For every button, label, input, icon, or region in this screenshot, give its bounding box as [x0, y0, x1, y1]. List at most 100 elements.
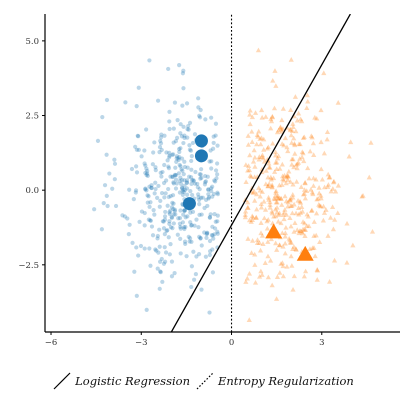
data-point — [131, 197, 136, 202]
x-tick-label: −3 — [135, 338, 148, 348]
logistic-regression-line — [170, 14, 351, 332]
data-point — [288, 57, 294, 62]
data-point — [196, 195, 201, 200]
data-point — [307, 246, 313, 251]
data-point — [206, 187, 211, 192]
data-point — [276, 182, 282, 188]
data-point — [252, 110, 259, 115]
data-point — [187, 174, 192, 179]
data-point — [316, 185, 322, 190]
data-point — [189, 284, 194, 290]
data-point — [142, 246, 147, 251]
legend-label-logistic-regression: Logistic Regression — [75, 374, 190, 388]
data-point — [280, 273, 286, 279]
data-point — [155, 233, 160, 239]
data-point — [283, 224, 289, 230]
data-point — [252, 262, 258, 267]
data-point — [263, 168, 269, 173]
data-point — [182, 178, 187, 183]
data-point — [168, 242, 173, 247]
data-point — [335, 210, 341, 216]
data-point — [267, 204, 273, 210]
data-point — [179, 178, 184, 183]
data-point — [300, 191, 307, 197]
data-point — [213, 121, 219, 126]
data-point — [166, 235, 171, 240]
data-point — [171, 140, 176, 145]
highlighted-points — [182, 134, 314, 261]
data-point — [212, 178, 217, 183]
data-point — [182, 226, 187, 232]
data-point — [171, 201, 176, 206]
data-point — [125, 216, 130, 221]
data-point — [251, 147, 257, 153]
data-point — [273, 190, 279, 195]
data-point — [142, 223, 147, 228]
data-point — [158, 141, 164, 146]
data-point — [260, 241, 266, 246]
data-point — [156, 183, 161, 189]
data-point — [249, 217, 255, 223]
x-tick-label: 0 — [229, 338, 234, 348]
data-point — [284, 173, 291, 179]
data-point — [122, 214, 127, 219]
legend-item-logistic-regression: Logistic Regression — [53, 372, 190, 390]
data-point — [143, 163, 148, 168]
data-point — [184, 192, 190, 197]
data-point — [274, 129, 281, 135]
data-point — [134, 293, 139, 298]
data-point — [314, 267, 321, 273]
data-point — [157, 204, 162, 209]
data-point — [189, 158, 194, 164]
data-point — [200, 195, 205, 200]
data-point — [309, 245, 316, 251]
data-point — [173, 165, 178, 170]
data-point — [149, 224, 155, 229]
data-point — [297, 200, 304, 205]
data-point — [196, 96, 201, 101]
data-point — [100, 115, 105, 120]
data-point — [198, 107, 203, 113]
data-point — [205, 174, 210, 179]
data-point — [110, 186, 115, 191]
data-point — [147, 184, 152, 189]
data-point — [151, 150, 156, 155]
data-point — [285, 148, 291, 154]
data-point — [271, 213, 277, 219]
data-point — [142, 210, 147, 216]
data-point — [274, 204, 280, 210]
data-point — [284, 172, 290, 178]
data-point — [271, 340, 276, 345]
data-point — [185, 127, 190, 132]
data-point — [266, 164, 272, 170]
data-point — [254, 237, 261, 242]
data-point — [170, 226, 175, 231]
data-point — [178, 164, 183, 169]
data-point — [289, 161, 295, 167]
data-point — [148, 200, 153, 205]
data-point — [161, 219, 166, 224]
data-point — [209, 115, 214, 120]
data-point — [158, 198, 163, 203]
data-point — [287, 237, 293, 243]
data-point — [288, 253, 294, 259]
data-point — [293, 128, 299, 134]
data-point — [182, 183, 187, 188]
data-point — [265, 183, 271, 189]
data-point — [294, 165, 300, 171]
data-point — [250, 158, 257, 164]
data-point — [281, 142, 287, 148]
data-point — [275, 193, 281, 198]
data-point — [210, 224, 215, 229]
data-point — [306, 223, 312, 229]
data-point — [256, 185, 262, 190]
data-point — [182, 239, 188, 244]
data-point — [190, 192, 195, 198]
data-point — [177, 63, 182, 68]
data-point — [174, 172, 179, 178]
data-point — [261, 136, 267, 142]
data-point — [180, 192, 186, 197]
data-point — [322, 184, 328, 190]
data-point — [263, 181, 269, 187]
data-point — [112, 177, 117, 182]
